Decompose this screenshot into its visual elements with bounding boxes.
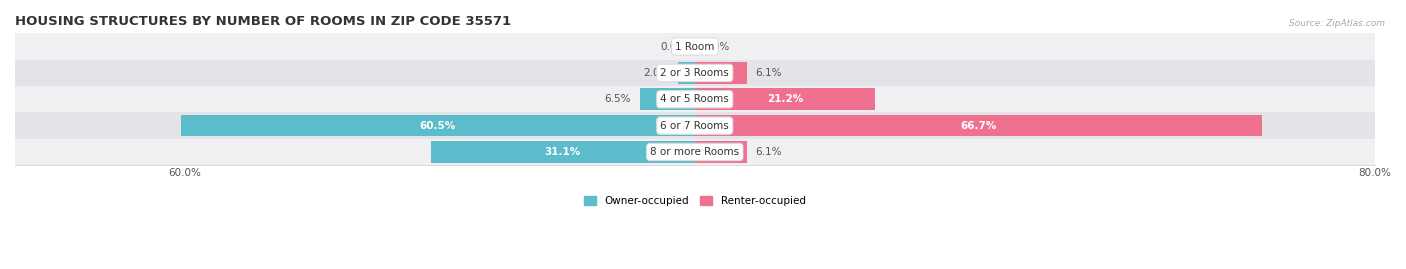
Bar <box>640 89 695 110</box>
Text: HOUSING STRUCTURES BY NUMBER OF ROOMS IN ZIP CODE 35571: HOUSING STRUCTURES BY NUMBER OF ROOMS IN… <box>15 15 512 28</box>
Text: 31.1%: 31.1% <box>544 147 581 157</box>
Bar <box>15 86 1375 112</box>
Bar <box>695 115 1261 136</box>
Bar <box>181 115 695 136</box>
Text: 2 or 3 Rooms: 2 or 3 Rooms <box>661 68 730 78</box>
Text: 1 Room: 1 Room <box>675 41 714 52</box>
Bar <box>695 141 747 163</box>
Text: 66.7%: 66.7% <box>960 121 997 131</box>
Bar <box>15 112 1375 139</box>
Legend: Owner-occupied, Renter-occupied: Owner-occupied, Renter-occupied <box>583 196 806 206</box>
Text: 0.0%: 0.0% <box>659 41 686 52</box>
Text: Source: ZipAtlas.com: Source: ZipAtlas.com <box>1289 19 1385 28</box>
Bar <box>15 60 1375 86</box>
Text: 6.5%: 6.5% <box>605 94 631 104</box>
Bar <box>695 62 747 84</box>
Bar <box>15 33 1375 60</box>
Text: 4 or 5 Rooms: 4 or 5 Rooms <box>661 94 730 104</box>
Bar <box>15 139 1375 165</box>
Text: 21.2%: 21.2% <box>766 94 803 104</box>
Text: 0.0%: 0.0% <box>703 41 730 52</box>
Text: 60.5%: 60.5% <box>419 121 456 131</box>
Bar <box>695 89 875 110</box>
Text: 2.0%: 2.0% <box>643 68 669 78</box>
Bar <box>678 62 695 84</box>
Text: 6.1%: 6.1% <box>755 68 782 78</box>
Text: 6 or 7 Rooms: 6 or 7 Rooms <box>661 121 730 131</box>
Bar <box>430 141 695 163</box>
Text: 6.1%: 6.1% <box>755 147 782 157</box>
Text: 8 or more Rooms: 8 or more Rooms <box>650 147 740 157</box>
